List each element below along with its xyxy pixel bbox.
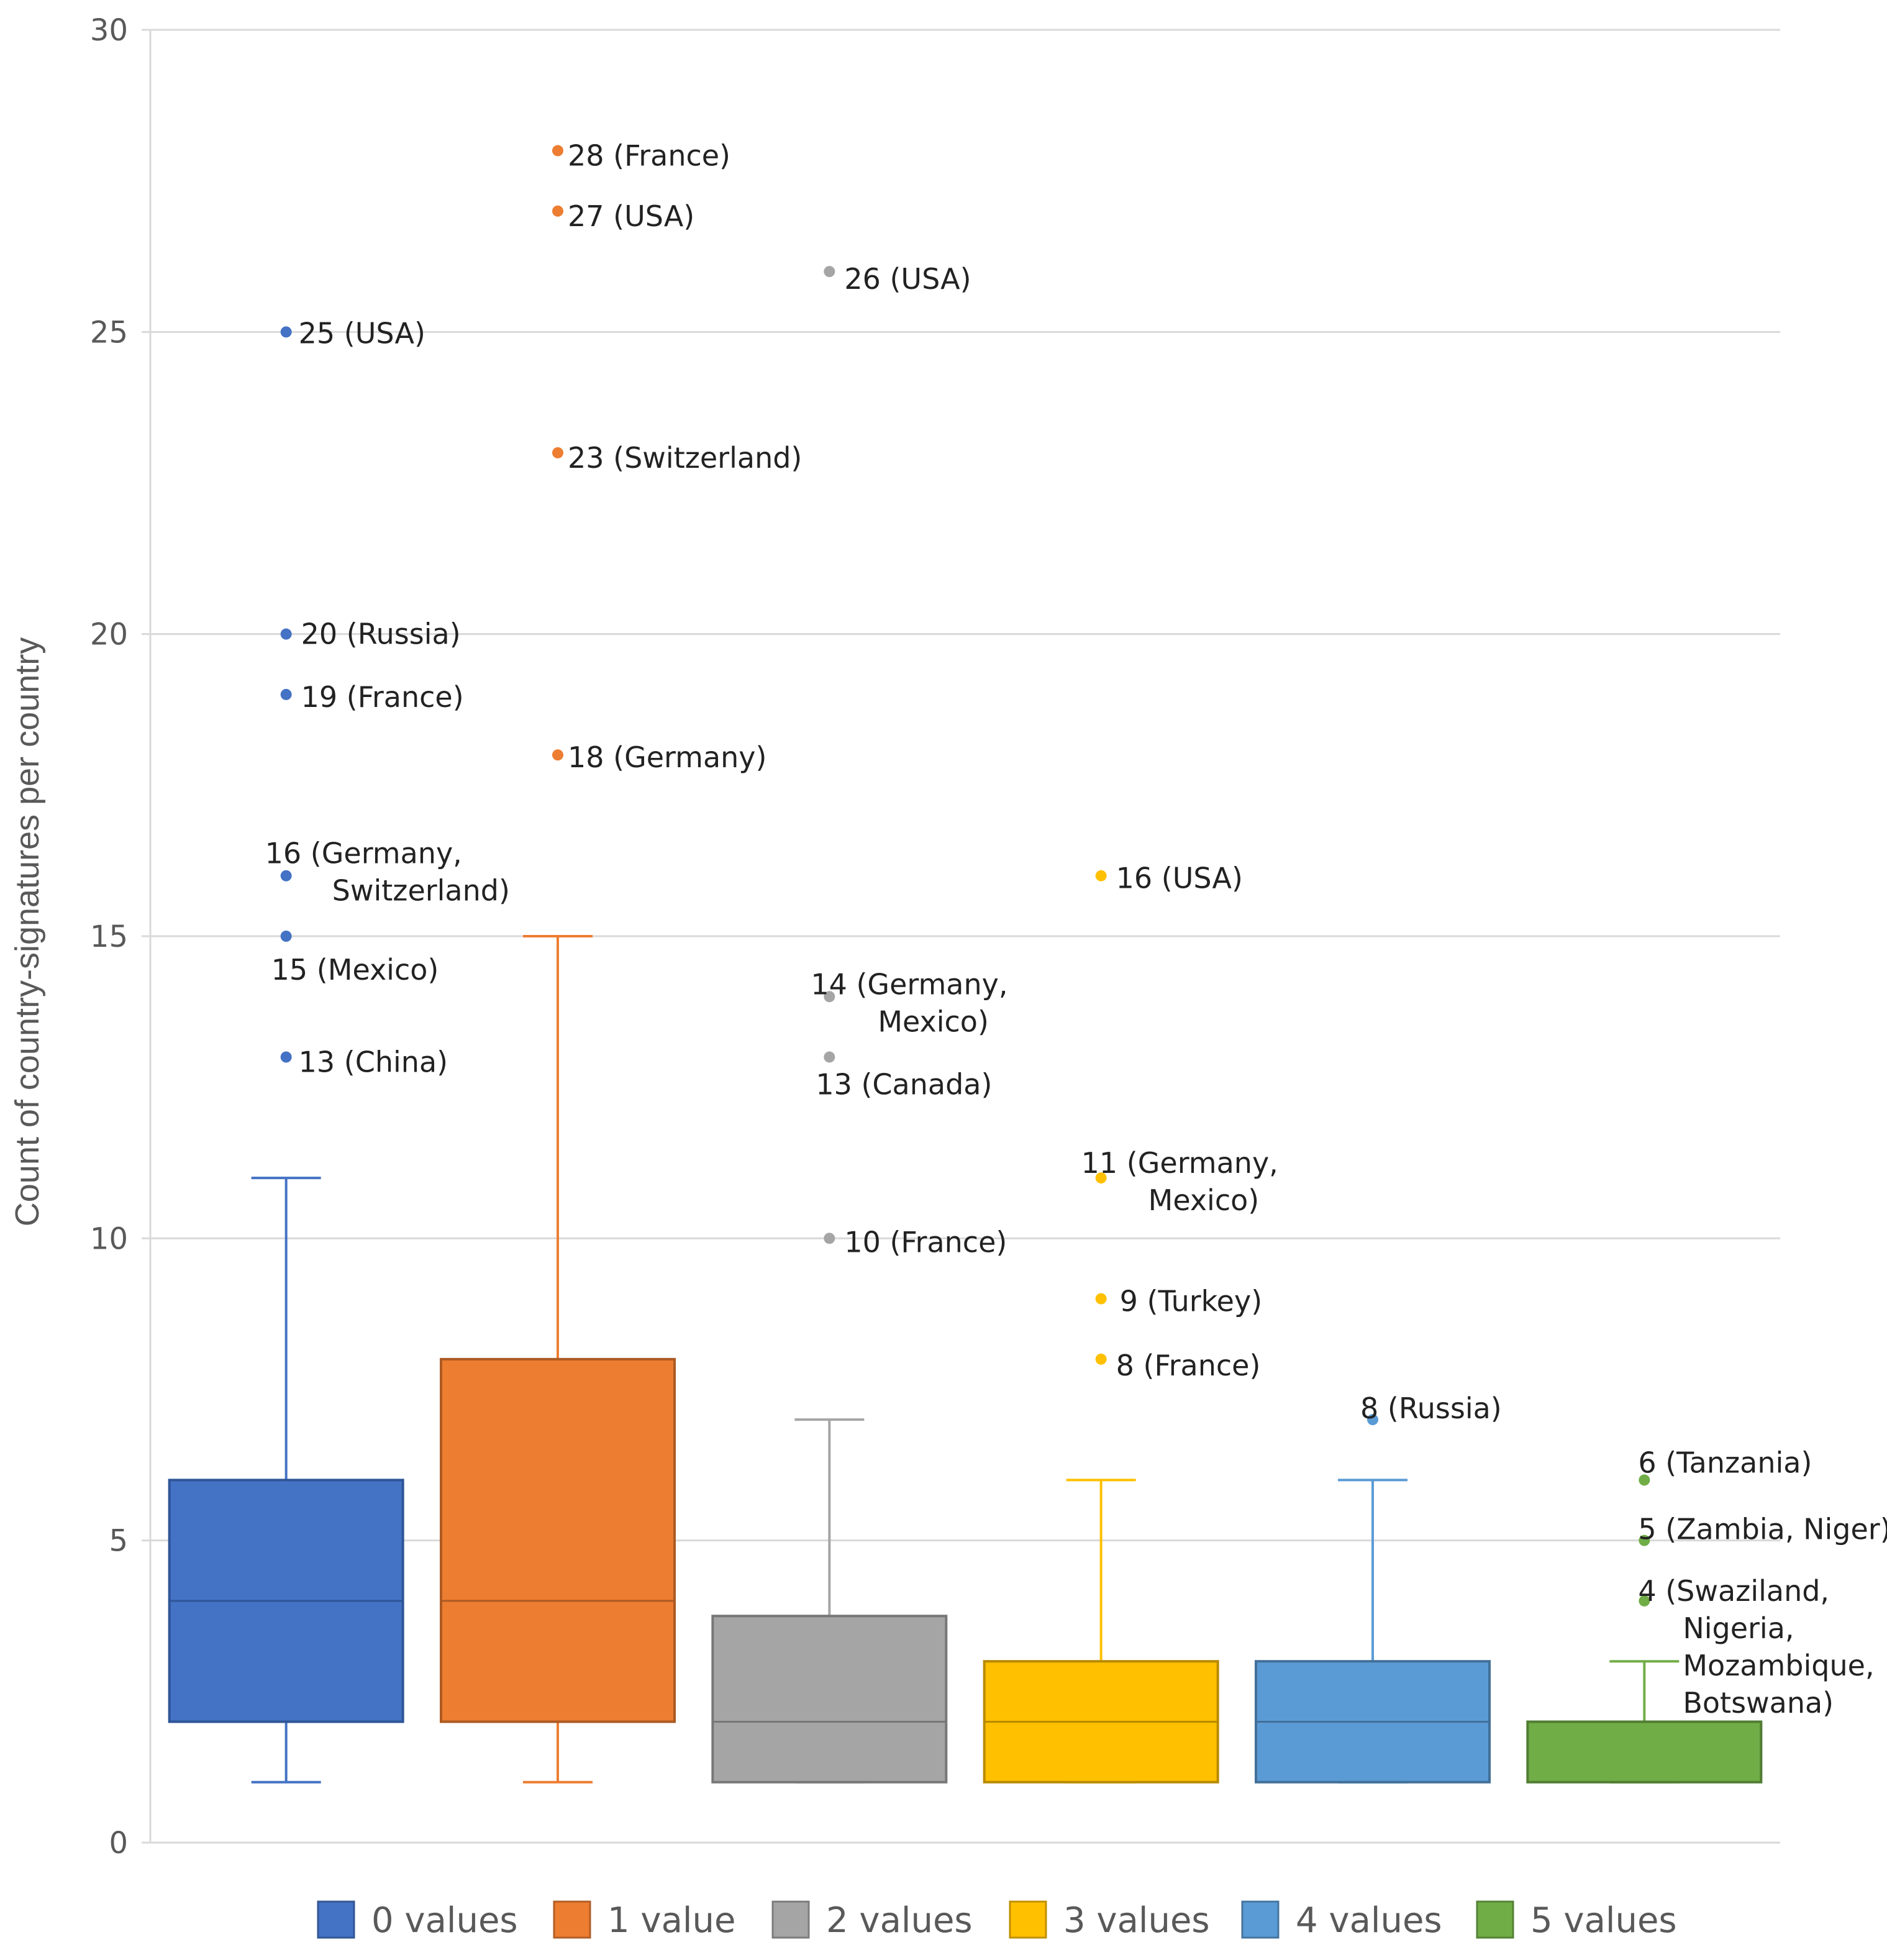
iqr-box: [440, 1357, 676, 1723]
legend-label: 0 values: [371, 1900, 518, 1941]
outlier-point: [280, 628, 292, 640]
iqr-box: [711, 1615, 948, 1784]
outlier-label: 20 (Russia): [301, 618, 461, 651]
outlier-label: 25 (USA): [299, 316, 425, 350]
y-tick-label: 20: [90, 618, 128, 652]
outlier-label: 15 (Mexico): [271, 953, 439, 987]
outlier-label: 13 (China): [299, 1046, 448, 1079]
outlier-points: 25 (USA) 20 (Russia) 19 (France) 16 (German…: [265, 139, 1887, 1720]
legend-swatch: [553, 1900, 591, 1939]
outlier-point: [1095, 870, 1107, 882]
outlier-label: Mozambique,: [1683, 1649, 1874, 1682]
y-tick-label: 25: [90, 315, 128, 350]
outlier-point: [824, 991, 835, 1003]
legend-swatch: [1241, 1900, 1280, 1939]
box-3-values: [983, 1479, 1219, 1784]
legend-item: 4 values: [1241, 1900, 1442, 1941]
legend: 0 values 1 value 2 values 3 values 4 values 5…: [317, 1900, 1677, 1941]
legend-swatch: [1009, 1900, 1047, 1939]
y-tick-label: 15: [90, 919, 128, 954]
outlier-point: [280, 326, 292, 338]
box-series: [168, 935, 1763, 1784]
outlier-point: [1639, 1474, 1650, 1486]
outlier-point: [280, 1051, 292, 1063]
outlier-label: Nigeria,: [1683, 1611, 1794, 1645]
box-4-values: [1255, 1479, 1491, 1784]
legend-item: 5 values: [1476, 1900, 1677, 1941]
y-axis-label: Count of country-signatures per country: [9, 637, 46, 1226]
iqr-box: [1526, 1720, 1763, 1784]
y-tick-labels: 0 5 10 15 20 25 30: [90, 13, 128, 1861]
outlier-point: [552, 447, 563, 458]
y-tick-label: 5: [109, 1524, 128, 1559]
legend-swatch: [771, 1900, 810, 1939]
outlier-label: Mexico): [1148, 1183, 1260, 1217]
outlier-label: 8 (Russia): [1360, 1392, 1502, 1425]
outlier-label: 5 (Zambia, Niger): [1638, 1513, 1887, 1546]
outlier-label: Mexico): [878, 1005, 989, 1038]
outlier-point: [1095, 1353, 1107, 1365]
box-2-values: [711, 1418, 948, 1784]
legend-label: 4 values: [1296, 1900, 1442, 1941]
box-1-value: [440, 935, 676, 1784]
outlier-point: [280, 931, 292, 942]
outlier-label: 23 (Switzerland): [568, 441, 802, 475]
outlier-point: [280, 688, 292, 700]
outlier-point: [824, 1051, 835, 1063]
outlier-label: 27 (USA): [568, 199, 694, 233]
outlier-label: 19 (France): [301, 680, 464, 714]
legend-swatch: [1476, 1900, 1514, 1939]
legend-label: 5 values: [1530, 1900, 1677, 1941]
outlier-label: 11 (Germany,: [1081, 1146, 1278, 1180]
outlier-label: 28 (France): [568, 139, 730, 173]
legend-label: 2 values: [826, 1900, 973, 1941]
legend-item: 2 values: [771, 1900, 973, 1941]
outlier-point: [552, 749, 563, 761]
y-tick-label: 10: [90, 1221, 128, 1256]
outlier-label: 16 (Germany,: [265, 837, 462, 870]
outlier-label: 13 (Canada): [816, 1068, 992, 1101]
legend-item: 1 value: [553, 1900, 735, 1941]
legend-item: 3 values: [1009, 1900, 1210, 1941]
outlier-label: Switzerland): [332, 874, 510, 908]
outlier-point: [552, 145, 563, 157]
outlier-point: [280, 870, 292, 882]
legend-item: 0 values: [317, 1900, 518, 1941]
legend-label: 3 values: [1063, 1900, 1210, 1941]
outlier-label: 6 (Tanzania): [1638, 1446, 1812, 1479]
outlier-label: 10 (France): [844, 1225, 1007, 1259]
y-tick-label: 30: [90, 13, 128, 48]
outlier-label: 4 (Swaziland,: [1638, 1574, 1829, 1608]
outlier-label: 18 (Germany): [568, 741, 766, 774]
outlier-label: 8 (France): [1116, 1349, 1261, 1382]
outlier-label: Botswana): [1683, 1686, 1834, 1720]
outlier-point: [824, 266, 835, 278]
legend-swatch: [317, 1900, 355, 1939]
box-5-values: [1526, 1660, 1763, 1784]
outlier-point: [552, 205, 563, 217]
outlier-label: 26 (USA): [844, 262, 971, 296]
outlier-point: [1095, 1293, 1107, 1305]
outlier-point: [1639, 1595, 1650, 1607]
outlier-label: 9 (Turkey): [1120, 1285, 1262, 1318]
box-0-values: [168, 1177, 404, 1784]
y-tick-label: 0: [109, 1826, 128, 1861]
outlier-point: [1095, 1172, 1107, 1184]
outlier-point: [1367, 1414, 1378, 1426]
outlier-label: 14 (Germany,: [811, 967, 1007, 1001]
grid-lines: [142, 29, 1780, 1844]
legend-label: 1 value: [607, 1900, 735, 1941]
outlier-point: [824, 1233, 835, 1244]
outlier-point: [1639, 1534, 1650, 1546]
outlier-label: 16 (USA): [1116, 862, 1243, 895]
